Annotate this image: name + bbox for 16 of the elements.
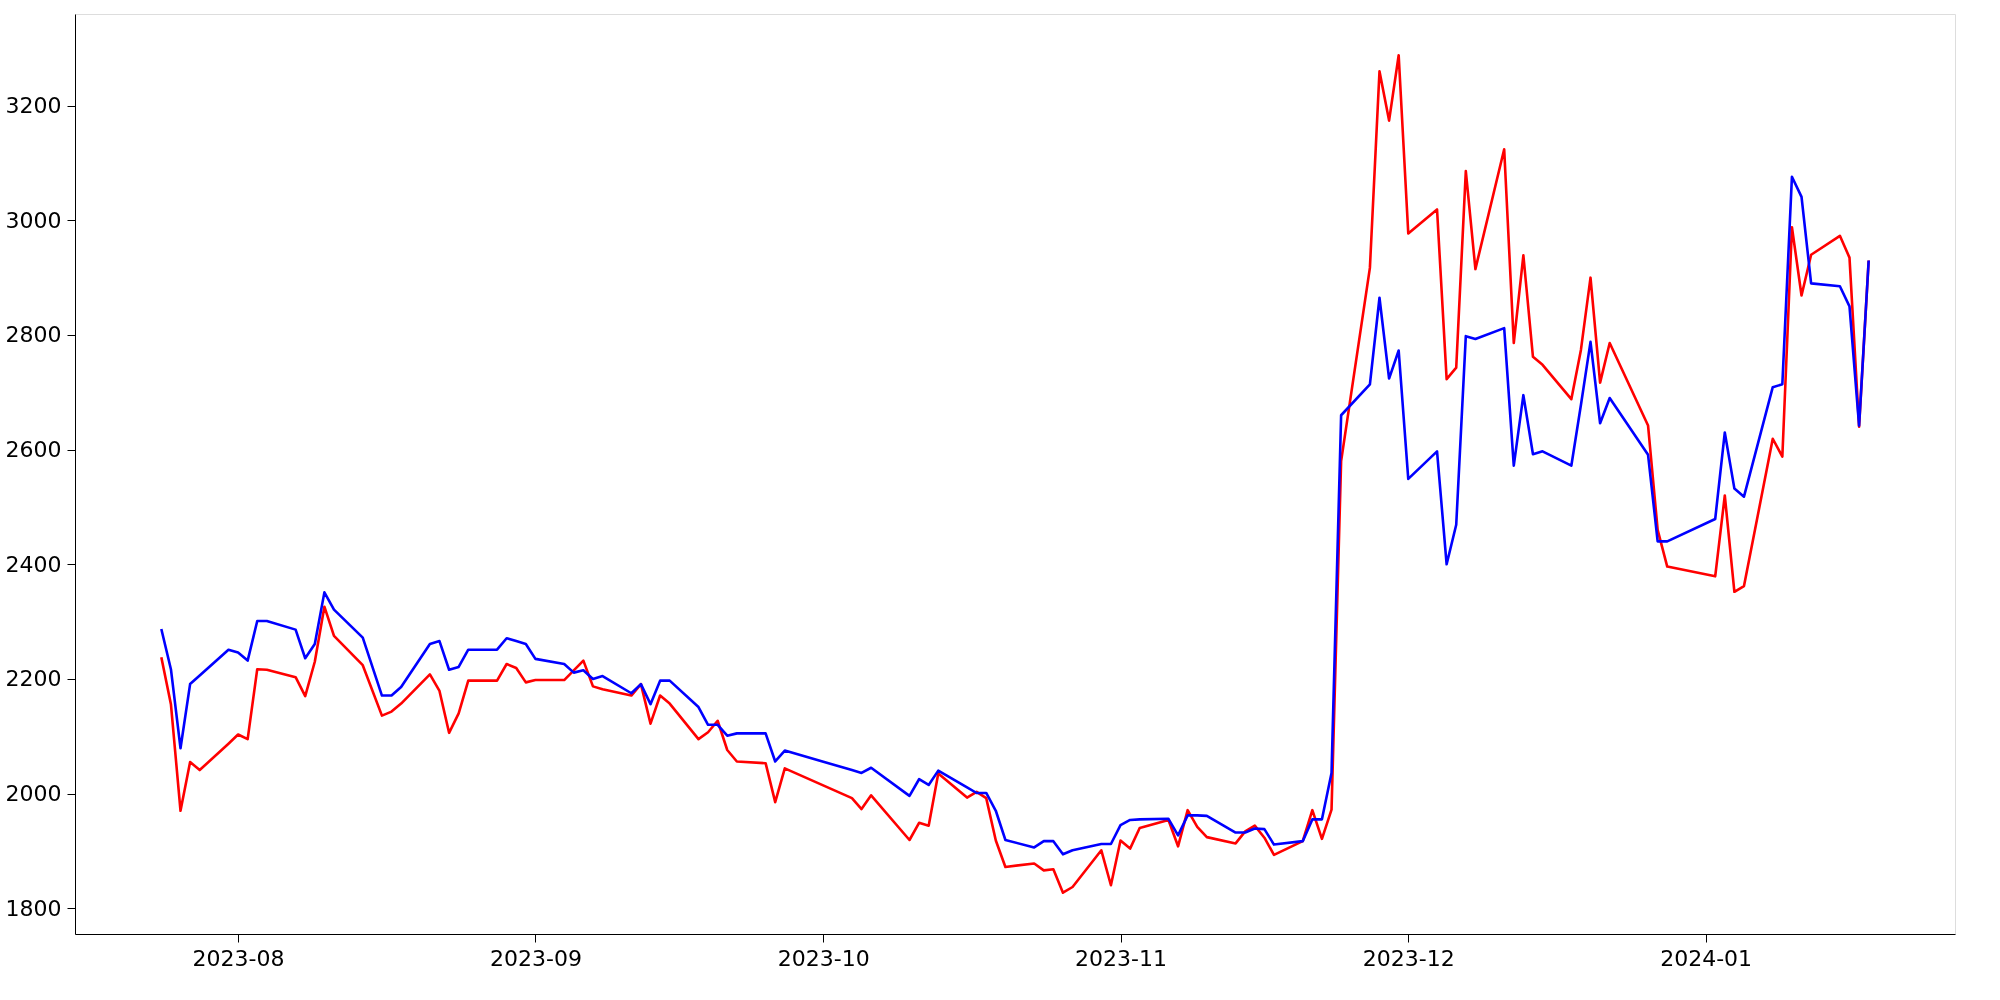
x-tick-label: 2023-08: [192, 945, 285, 971]
x-tick-label: 2023-10: [777, 945, 870, 971]
y-tick-label: 3200: [5, 93, 62, 119]
y-tick-label: 2000: [5, 781, 62, 807]
y-tick-label: 2200: [5, 666, 62, 692]
y-tick-label: 2400: [5, 551, 62, 577]
y-tick-label: 3000: [5, 207, 62, 233]
line-series: [160, 53, 1870, 895]
x-tick-label: 2024-01: [1660, 945, 1753, 971]
x-tick-label: 2023-12: [1362, 945, 1455, 971]
line-series: [160, 175, 1870, 856]
y-tick-label: 2600: [5, 437, 62, 463]
x-tick-label: 2023-09: [489, 945, 582, 971]
y-tick-label: 2800: [5, 322, 62, 348]
x-tick-label: 2023-11: [1075, 945, 1167, 971]
y-tick-label: 1800: [5, 895, 62, 921]
